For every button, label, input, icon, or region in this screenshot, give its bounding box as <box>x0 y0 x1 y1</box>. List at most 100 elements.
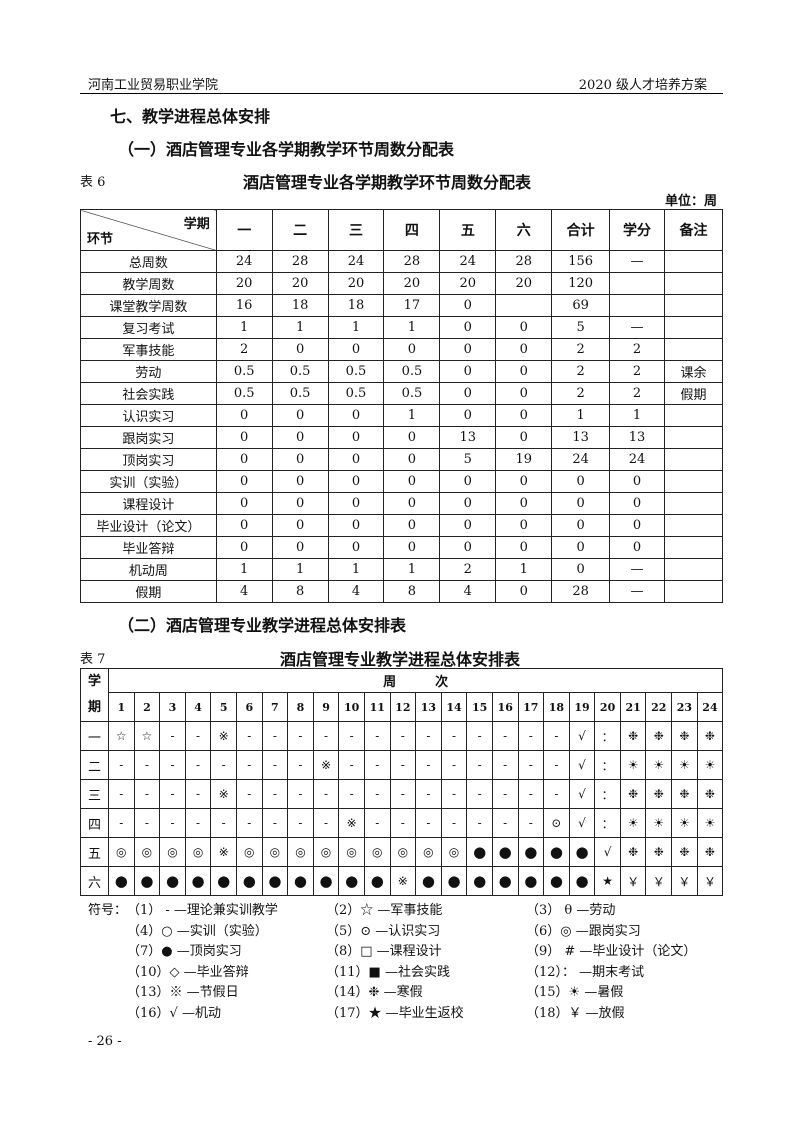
legend-item: （12）： —期末考试 <box>526 964 645 980</box>
legend-item: （11）■ —社会实践 <box>326 964 450 980</box>
table-cell: 156 <box>551 250 611 273</box>
column-header: 二 <box>271 209 329 251</box>
table-cell <box>609 294 665 317</box>
schedule-cell: ☆ <box>108 721 135 751</box>
table-cell: 课余 <box>664 360 723 383</box>
table-cell: 2 <box>215 338 273 361</box>
week-number: 4 <box>184 692 212 722</box>
header-right: 2020 级人才培养方案 <box>578 78 707 93</box>
schedule-cell: ◎ <box>261 837 289 867</box>
schedule-cell: ● <box>568 837 596 867</box>
table-cell: 1 <box>383 404 441 427</box>
table-row: 假期 4 8 4 8 4 0 28— <box>80 580 723 603</box>
corner-cell: 学期 环节 <box>80 209 217 251</box>
schedule-cell: - <box>235 750 263 780</box>
schedule-cell: - <box>389 750 417 780</box>
table-cell: 0 <box>271 404 329 427</box>
schedule-cell: - <box>108 808 135 838</box>
week-number: 3 <box>159 692 186 722</box>
schedule-cell: ☀ <box>696 808 724 838</box>
table-cell: 0 <box>495 338 553 361</box>
table-cell: 0 <box>495 536 553 559</box>
schedule-cell: - <box>133 808 161 838</box>
table-cell: 2 <box>609 360 665 383</box>
schedule-cell: ： <box>594 721 621 751</box>
schedule-cell: - <box>440 750 468 780</box>
schedule-cell: ❉ <box>619 779 647 809</box>
schedule-cell: - <box>543 750 570 780</box>
schedule-cell: ￥ <box>619 866 647 896</box>
schedule-cell: - <box>184 721 212 751</box>
table-cell: 0 <box>439 294 497 317</box>
table-cell: 0 <box>495 382 553 405</box>
table-cell: 1 <box>327 558 385 581</box>
table6-header-row: 学期 环节 一二三四五六合计 学分 备注 <box>80 209 723 251</box>
week-number: 17 <box>517 692 545 722</box>
table-cell: 0 <box>383 448 441 471</box>
schedule-cell: - <box>108 779 135 809</box>
table-cell: 0.5 <box>271 360 329 383</box>
table6-label: 表 6 <box>80 175 106 190</box>
schedule-cell: ◎ <box>108 837 135 867</box>
table-row: 机动周 1 1 1 1 2 1 0— <box>80 558 723 581</box>
schedule-cell: ● <box>363 866 391 896</box>
table-cell: 1 <box>215 316 273 339</box>
row-label: 假期 <box>80 580 217 603</box>
schedule-cell: ￥ <box>645 866 673 896</box>
table-cell: 20 <box>495 272 553 295</box>
table-cell: 0 <box>439 492 497 515</box>
table7-title: 酒店管理专业教学进程总体安排表 <box>280 650 521 669</box>
schedule-cell: ： <box>594 750 621 780</box>
table-cell: 0 <box>439 514 497 537</box>
week-number: 23 <box>671 692 698 722</box>
schedule-cell: ● <box>235 866 263 896</box>
table-cell: 0.5 <box>271 382 329 405</box>
table-cell: — <box>609 580 665 603</box>
table-cell: 1 <box>551 404 611 427</box>
schedule-cell: - <box>184 808 212 838</box>
table-cell: 0 <box>439 338 497 361</box>
table-cell: 0.5 <box>215 360 273 383</box>
page-number: - 26 - <box>88 1034 122 1049</box>
table-cell: 0 <box>383 426 441 449</box>
schedule-cell: - <box>133 750 161 780</box>
row-label: 实训（实验） <box>80 470 217 493</box>
table-cell: 0 <box>551 514 611 537</box>
week-number: 22 <box>645 692 673 722</box>
schedule-cell: - <box>517 750 545 780</box>
table-row: 课堂教学周数 16 18 18 17 0 69 <box>80 294 723 317</box>
schedule-cell: - <box>363 779 391 809</box>
table-cell: 1 <box>383 316 441 339</box>
week-number: 14 <box>440 692 468 722</box>
schedule-cell: - <box>235 721 263 751</box>
schedule-cell: ● <box>568 866 596 896</box>
table-cell: 28 <box>271 250 329 273</box>
table-cell: 0 <box>609 470 665 493</box>
table-row: 课程设计 0 0 0 0 0 0 0 0 <box>80 492 723 515</box>
schedule-cell: ￥ <box>696 866 724 896</box>
schedule-cell: - <box>517 721 545 751</box>
table-cell: 0 <box>439 316 497 339</box>
schedule-cell: - <box>287 779 314 809</box>
schedule-cell: ❉ <box>645 779 673 809</box>
table-cell: 0 <box>439 404 497 427</box>
table-cell: — <box>609 250 665 273</box>
schedule-cell: ☀ <box>645 808 673 838</box>
row-label: 顶岗实习 <box>80 448 217 471</box>
table-cell <box>664 338 723 361</box>
schedule-cell: ● <box>491 866 519 896</box>
table-row: 复习考试 1 1 1 1 0 0 5— <box>80 316 723 339</box>
table-cell: 2 <box>551 360 611 383</box>
schedule-cell: - <box>159 721 186 751</box>
legend-item: （9） # —毕业设计（论文） <box>526 944 697 959</box>
table-cell: 0 <box>495 514 553 537</box>
table-cell <box>664 470 723 493</box>
schedule-cell: - <box>466 721 493 751</box>
table-cell <box>664 426 723 449</box>
row-label: 机动周 <box>80 558 217 581</box>
schedule-cell: ◎ <box>235 837 263 867</box>
schedule-cell: √ <box>568 721 596 751</box>
week-number: 13 <box>415 692 442 722</box>
schedule-cell: ❉ <box>696 779 724 809</box>
table-cell: 0.5 <box>327 360 385 383</box>
